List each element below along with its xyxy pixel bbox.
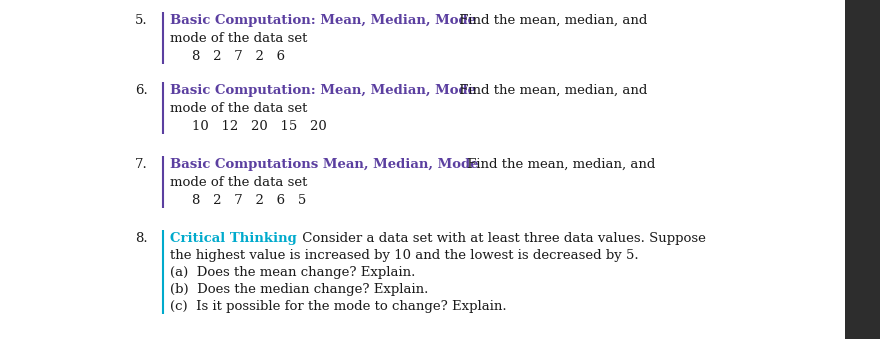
- Text: Find the mean, median, and: Find the mean, median, and: [455, 14, 648, 27]
- Text: (a)  Does the mean change? Explain.: (a) Does the mean change? Explain.: [170, 266, 415, 279]
- Text: the highest value is increased by 10 and the lowest is decreased by 5.: the highest value is increased by 10 and…: [170, 249, 639, 262]
- Text: Find the mean, median, and: Find the mean, median, and: [455, 84, 648, 97]
- Text: Critical Thinking: Critical Thinking: [170, 232, 297, 245]
- Text: (b)  Does the median change? Explain.: (b) Does the median change? Explain.: [170, 283, 429, 296]
- Text: mode of the data set: mode of the data set: [170, 176, 307, 189]
- Text: 8   2   7   2   6   5: 8 2 7 2 6 5: [192, 194, 306, 207]
- Text: 10   12   20   15   20: 10 12 20 15 20: [192, 120, 326, 133]
- Text: 8.: 8.: [136, 232, 148, 245]
- Text: (c)  Is it possible for the mode to change? Explain.: (c) Is it possible for the mode to chang…: [170, 300, 507, 313]
- Text: mode of the data set: mode of the data set: [170, 102, 307, 115]
- Text: Basic Computation: Mean, Median, Mode: Basic Computation: Mean, Median, Mode: [170, 84, 476, 97]
- Text: 5.: 5.: [136, 14, 148, 27]
- Text: Consider a data set with at least three data values. Suppose: Consider a data set with at least three …: [298, 232, 706, 245]
- Text: 7.: 7.: [136, 158, 148, 171]
- Text: Basic Computation: Mean, Median, Mode: Basic Computation: Mean, Median, Mode: [170, 14, 476, 27]
- Text: 8   2   7   2   6: 8 2 7 2 6: [192, 50, 285, 63]
- Text: Find the mean, median, and: Find the mean, median, and: [463, 158, 656, 171]
- Text: 6.: 6.: [136, 84, 148, 97]
- Text: mode of the data set: mode of the data set: [170, 32, 307, 45]
- Bar: [845, 0, 880, 339]
- Text: Basic Computations Mean, Median, Mode: Basic Computations Mean, Median, Mode: [170, 158, 479, 171]
